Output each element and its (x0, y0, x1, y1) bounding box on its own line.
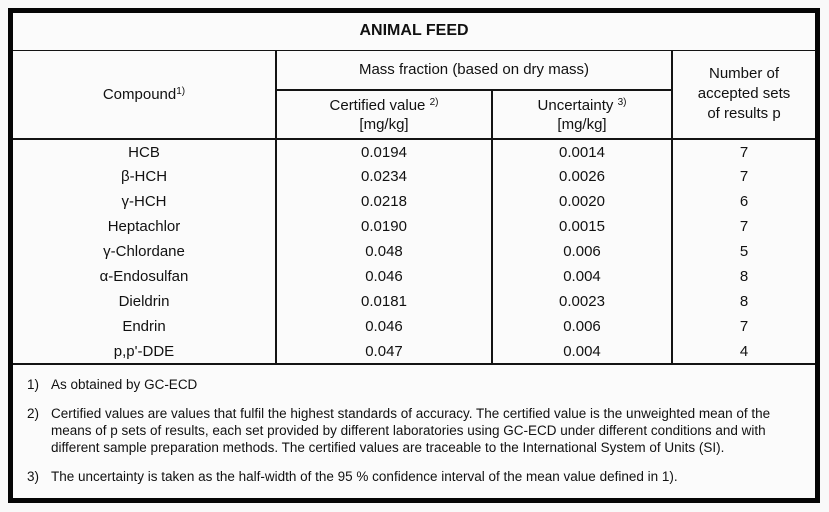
certified-value-cell: 0.0194 (276, 139, 493, 164)
compound-cell: Endrin (13, 314, 277, 339)
col-header-accepted-sets: Number of accepted sets of results p (672, 50, 816, 140)
footnote: 1) As obtained by GC-ECD (23, 376, 803, 393)
accepted-sets-cell: 7 (739, 143, 749, 161)
accepted-sets-cell: 7 (739, 218, 749, 235)
uncertainty-cell: 0.006 (492, 239, 673, 264)
uncertainty-header-label: Uncertainty 3) (537, 96, 627, 114)
accepted-sets-cell: 7 (739, 318, 749, 335)
footnote: 3) The uncertainty is taken as the half-… (23, 468, 803, 485)
footnote-ref-3: 3) (617, 96, 627, 108)
certified-values-table: ANIMAL FEED Compound1) Mass fraction (ba… (13, 13, 816, 365)
compound-cell: γ-HCH (13, 189, 277, 214)
footnote-text: The uncertainty is taken as the half-wid… (51, 469, 678, 484)
certified-value-cell: 0.0234 (276, 164, 493, 189)
table-row: γ-Chlordane 0.048 0.006 5 (13, 239, 815, 264)
certified-value-cell: 0.0190 (276, 214, 493, 239)
uncertainty-cell: 0.004 (492, 264, 673, 289)
accepted-sets-cell: 7 (739, 168, 749, 185)
footnote-marker: 2) (27, 406, 40, 421)
col-header-certified-value: Certified value 2) [mg/kg] (276, 90, 493, 140)
certified-value-cell: 0.046 (276, 314, 493, 339)
compound-cell: γ-Chlordane (13, 239, 277, 264)
uncertainty-cell: 0.0020 (492, 189, 673, 214)
footnote-marker: 1) (27, 377, 40, 392)
table-row: Dieldrin 0.0181 0.0023 8 (13, 289, 815, 314)
accepted-sets-cell: 8 (739, 293, 749, 310)
accepted-sets-line-1: Number of (709, 65, 780, 83)
footnote-marker: 3) (27, 469, 40, 484)
accepted-sets-cell: 8 (739, 268, 749, 285)
compound-cell: α-Endosulfan (13, 264, 277, 289)
certificate-table-frame: ANIMAL FEED Compound1) Mass fraction (ba… (8, 8, 820, 503)
footnote-ref-1: 1) (176, 85, 186, 97)
table-row: γ-HCH 0.0218 0.0020 6 (13, 189, 815, 214)
footnotes-section: 1) As obtained by GC-ECD 2) Certified va… (13, 365, 815, 485)
compound-cell: Dieldrin (13, 289, 277, 314)
footnote: 2) Certified values are values that fulf… (23, 405, 803, 456)
certified-unit-label: [mg/kg] (359, 115, 409, 133)
compound-header-label: Compound (102, 85, 177, 103)
compound-cell: Heptachlor (13, 214, 277, 239)
uncertainty-cell: 0.0023 (492, 289, 673, 314)
certified-value-cell: 0.047 (276, 339, 493, 365)
col-header-uncertainty: Uncertainty 3) [mg/kg] (492, 90, 673, 140)
compound-cell: p,p'-DDE (13, 339, 277, 365)
accepted-sets-line-2: accepted sets (697, 85, 791, 103)
certified-value-cell: 0.0218 (276, 189, 493, 214)
header-row-sub: Certified value 2) [mg/kg] Uncertainty 3… (13, 90, 815, 140)
table-row: Endrin 0.046 0.006 7 (13, 314, 815, 339)
uncertainty-cell: 0.006 (492, 314, 673, 339)
table-row: p,p'-DDE 0.047 0.004 4 (13, 339, 816, 365)
footnote-ref-2: 2) (429, 96, 439, 108)
certified-value-cell: 0.046 (276, 264, 493, 289)
certified-value-cell: 0.0181 (276, 289, 493, 314)
table-title-row: ANIMAL FEED (13, 13, 816, 51)
table-row: HCB 0.0194 0.0014 7 (13, 139, 815, 164)
col-group-header-mass-fraction: Mass fraction (based on dry mass) (276, 50, 673, 91)
uncertainty-unit-label: [mg/kg] (557, 115, 607, 133)
certified-value-cell: 0.048 (276, 239, 493, 264)
footnote-text: Certified values are values that fulfil … (51, 406, 771, 455)
uncertainty-cell: 0.004 (492, 339, 673, 365)
compound-cell: β-HCH (13, 164, 277, 189)
col-header-compound: Compound1) (13, 50, 277, 140)
uncertainty-cell: 0.0014 (492, 139, 673, 164)
compound-cell: HCB (13, 139, 277, 164)
table-row: Heptachlor 0.0190 0.0015 7 (13, 214, 815, 239)
accepted-sets-line-3: of results p (707, 105, 781, 123)
uncertainty-cell: 0.0026 (492, 164, 673, 189)
table-row: β-HCH 0.0234 0.0026 7 (13, 164, 815, 189)
uncertainty-cell: 0.0015 (492, 214, 673, 239)
accepted-sets-cell: 4 (672, 339, 816, 365)
table-row: α-Endosulfan 0.046 0.004 8 (13, 264, 815, 289)
certified-header-label: Certified value 2) (329, 96, 439, 114)
accepted-sets-cell: 5 (739, 243, 749, 260)
header-row-group: Compound1) Mass fraction (based on dry m… (13, 50, 816, 140)
accepted-sets-cell: 6 (739, 193, 749, 210)
table-title: ANIMAL FEED (13, 13, 816, 51)
footnote-text: As obtained by GC-ECD (51, 377, 198, 392)
